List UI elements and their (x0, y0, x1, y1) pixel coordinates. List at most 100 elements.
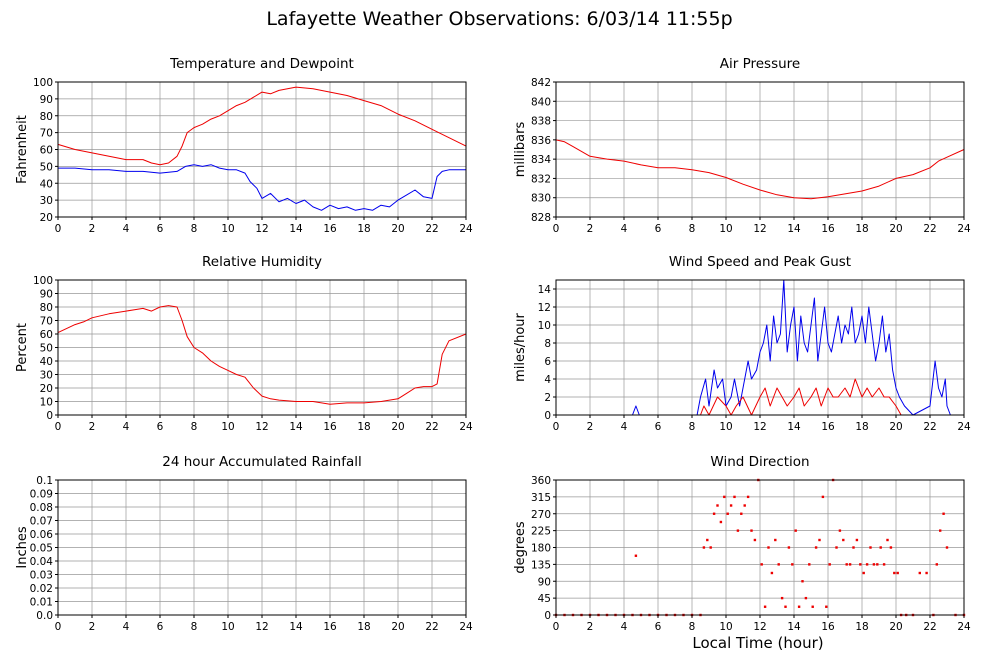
y-tick-label: 4 (544, 374, 551, 386)
data-point (945, 546, 949, 549)
data-point (763, 605, 767, 608)
chart-pressure: 0 2 4 6 8 10 12 14 16 18 20 22 248288308328348368388… (513, 56, 971, 235)
data-point (719, 520, 723, 524)
data-point (848, 563, 852, 566)
series-line-blue (556, 279, 964, 416)
data-point (918, 571, 921, 575)
series-line-red (57, 305, 467, 405)
x-axis-label: Local Time (hour) (692, 634, 824, 652)
x-tick-label: 2 (587, 621, 594, 633)
x-tick-label: 22 (425, 621, 438, 633)
y-tick-label: 100 (33, 275, 53, 287)
y-tick-label: 10 (40, 397, 53, 409)
y-tick-label: 0.04 (30, 556, 54, 568)
x-tick-label: 22 (425, 421, 438, 433)
x-tick-label: 18 (357, 223, 370, 235)
x-tick-label: 16 (821, 421, 835, 433)
x-tick-label: 10 (221, 223, 234, 235)
series-line-red (555, 139, 965, 200)
x-tick-label: 0 (553, 421, 560, 433)
x-tick-label: 2 (587, 421, 594, 433)
y-tick-label: 60 (40, 329, 53, 341)
y-tick-label: 834 (531, 154, 551, 166)
y-tick-label: 135 (531, 559, 551, 571)
y-tick-label: 60 (40, 145, 53, 157)
data-point (746, 495, 750, 499)
x-tick-label: 20 (391, 621, 404, 633)
data-point (777, 563, 780, 566)
data-point (893, 571, 896, 575)
data-point (780, 596, 784, 600)
chart-title: Relative Humidity (202, 254, 322, 270)
data-point (859, 563, 862, 566)
y-tick-label: 270 (531, 509, 551, 521)
y-axis-label: Fahrenheit (15, 115, 30, 184)
x-tick-label: 10 (719, 421, 732, 433)
x-tick-label: 16 (323, 223, 337, 235)
data-point (942, 512, 945, 515)
x-tick-label: 24 (957, 421, 971, 433)
y-tick-label: 836 (531, 135, 551, 147)
y-tick-label: 12 (538, 302, 551, 314)
y-axis-label: degrees (513, 521, 528, 574)
data-point (876, 563, 879, 566)
data-point (828, 563, 831, 566)
y-axis-label: millibars (513, 122, 528, 178)
x-tick-label: 20 (391, 421, 404, 433)
y-tick-label: 90 (40, 289, 53, 301)
x-tick-label: 0 (553, 621, 560, 633)
y-tick-label: 0.02 (30, 583, 53, 595)
y-tick-label: 2 (544, 392, 551, 404)
y-axis-label: Percent (15, 323, 30, 372)
data-point (814, 546, 818, 549)
x-tick-label: 2 (89, 421, 96, 433)
x-tick-label: 20 (889, 223, 902, 235)
data-point (743, 504, 746, 507)
data-point (842, 538, 845, 542)
data-point (740, 512, 743, 515)
data-point (896, 571, 899, 575)
data-point (801, 580, 804, 583)
y-tick-label: 14 (538, 284, 552, 296)
y-tick-label: 30 (40, 195, 53, 207)
x-tick-label: 4 (123, 223, 130, 235)
data-point (774, 538, 777, 542)
x-tick-label: 12 (753, 421, 766, 433)
y-tick-label: 30 (40, 370, 53, 382)
y-tick-label: 45 (538, 593, 551, 605)
y-tick-label: 360 (531, 475, 551, 487)
y-tick-label: 315 (531, 492, 551, 504)
y-tick-label: 8 (544, 338, 551, 350)
x-tick-label: 22 (923, 223, 936, 235)
y-tick-label: 832 (531, 173, 551, 185)
data-point (825, 605, 828, 608)
x-tick-label: 0 (55, 421, 62, 433)
y-tick-label: 0.03 (30, 570, 53, 582)
x-tick-label: 16 (323, 421, 337, 433)
x-tick-label: 18 (357, 621, 370, 633)
data-point (865, 563, 869, 566)
x-tick-label: 24 (459, 621, 473, 633)
x-tick-label: 6 (655, 621, 662, 633)
x-tick-label: 18 (855, 421, 868, 433)
x-tick-label: 20 (391, 223, 404, 235)
y-tick-label: 0.09 (30, 489, 53, 501)
y-tick-label: 0 (46, 410, 53, 422)
x-tick-label: 14 (787, 621, 801, 633)
x-tick-label: 18 (855, 223, 868, 235)
series-line-red (57, 86, 467, 166)
y-tick-label: 40 (40, 178, 53, 190)
data-point (889, 546, 893, 549)
data-point (753, 538, 757, 542)
x-tick-label: 16 (821, 223, 835, 235)
data-point (838, 529, 842, 532)
y-tick-label: 90 (538, 576, 551, 588)
x-tick-label: 24 (459, 421, 473, 433)
x-tick-label: 8 (191, 223, 198, 235)
x-tick-label: 4 (621, 621, 628, 633)
data-point (767, 546, 770, 549)
data-point (925, 571, 928, 575)
chart-title: Temperature and Dewpoint (169, 56, 354, 72)
data-point (939, 529, 942, 532)
data-point (712, 512, 716, 515)
